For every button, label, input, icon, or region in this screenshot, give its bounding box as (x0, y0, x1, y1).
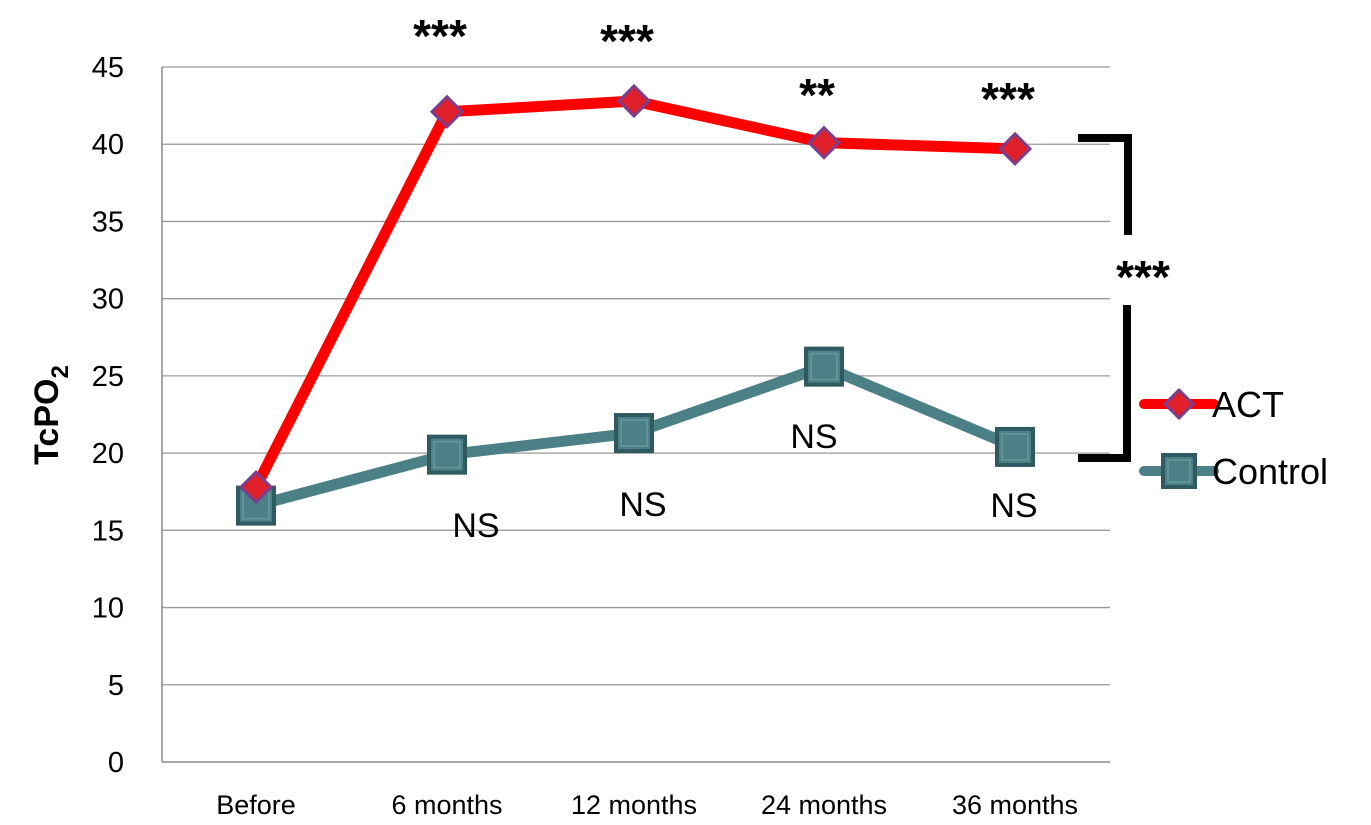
control-significance-label: NS (790, 418, 837, 456)
y-tick-labels: 0 5 10 15 20 25 30 35 40 45 (92, 52, 124, 779)
x-tick-labels: Before 6 months 12 months 24 months 36 month… (216, 790, 1078, 820)
marker-act-4 (997, 131, 1033, 166)
y-tick-label: 30 (92, 284, 124, 316)
control-significance-label: NS (452, 507, 499, 545)
marker-act-1 (429, 94, 465, 129)
y-axis-label-subscript: 2 (47, 365, 74, 378)
x-tick-label: 24 months (761, 790, 887, 820)
legend-label-act: ACT (1212, 384, 1284, 425)
legend-label-control: Control (1212, 451, 1328, 492)
act-significance-label: *** (600, 15, 654, 67)
y-tick-label: 10 (92, 593, 124, 625)
y-tick-label: 35 (92, 206, 124, 238)
marker-act-2 (616, 83, 652, 119)
x-tick-label: 12 months (571, 790, 697, 820)
y-tick-label: 45 (92, 52, 124, 84)
series-markers (236, 83, 1035, 526)
control-significance-label: NS (990, 487, 1037, 525)
gridlines (162, 66, 1110, 686)
legend: ACT Control (1139, 384, 1328, 492)
bracket-bottom (1078, 305, 1131, 462)
act-significance-label: *** (413, 10, 467, 62)
act-significance-label: ** (799, 69, 835, 121)
marker-act-3 (806, 125, 842, 160)
legend-marker-act (1162, 387, 1196, 421)
bracket-top (1078, 134, 1132, 235)
axes (161, 67, 1110, 763)
legend-marker-control-inner (1167, 459, 1191, 483)
y-tick-label: 5 (108, 670, 124, 702)
marker-control-2-inner (620, 419, 648, 448)
marker-control-4-inner (1001, 432, 1029, 461)
act-significance-label: *** (981, 73, 1035, 125)
marker-control-1-inner (433, 440, 461, 469)
y-axis-label-main: TcPO (28, 379, 66, 465)
marker-act-0 (238, 469, 274, 505)
x-tick-label: Before (216, 790, 296, 820)
between-groups-significance-label: *** (1116, 251, 1170, 303)
y-tick-label: 15 (92, 515, 124, 547)
between-groups-bracket: *** (1078, 134, 1170, 462)
y-tick-label: 0 (108, 747, 124, 779)
x-tick-label: 6 months (391, 790, 502, 820)
y-tick-label: 40 (92, 129, 124, 161)
control-significance-label: NS (619, 486, 666, 524)
y-axis-label: TcPO2 (28, 365, 74, 465)
x-tick-label: 36 months (952, 790, 1078, 820)
y-tick-label: 20 (92, 438, 124, 470)
y-tick-label: 25 (92, 361, 124, 393)
marker-control-3-inner (810, 352, 838, 381)
